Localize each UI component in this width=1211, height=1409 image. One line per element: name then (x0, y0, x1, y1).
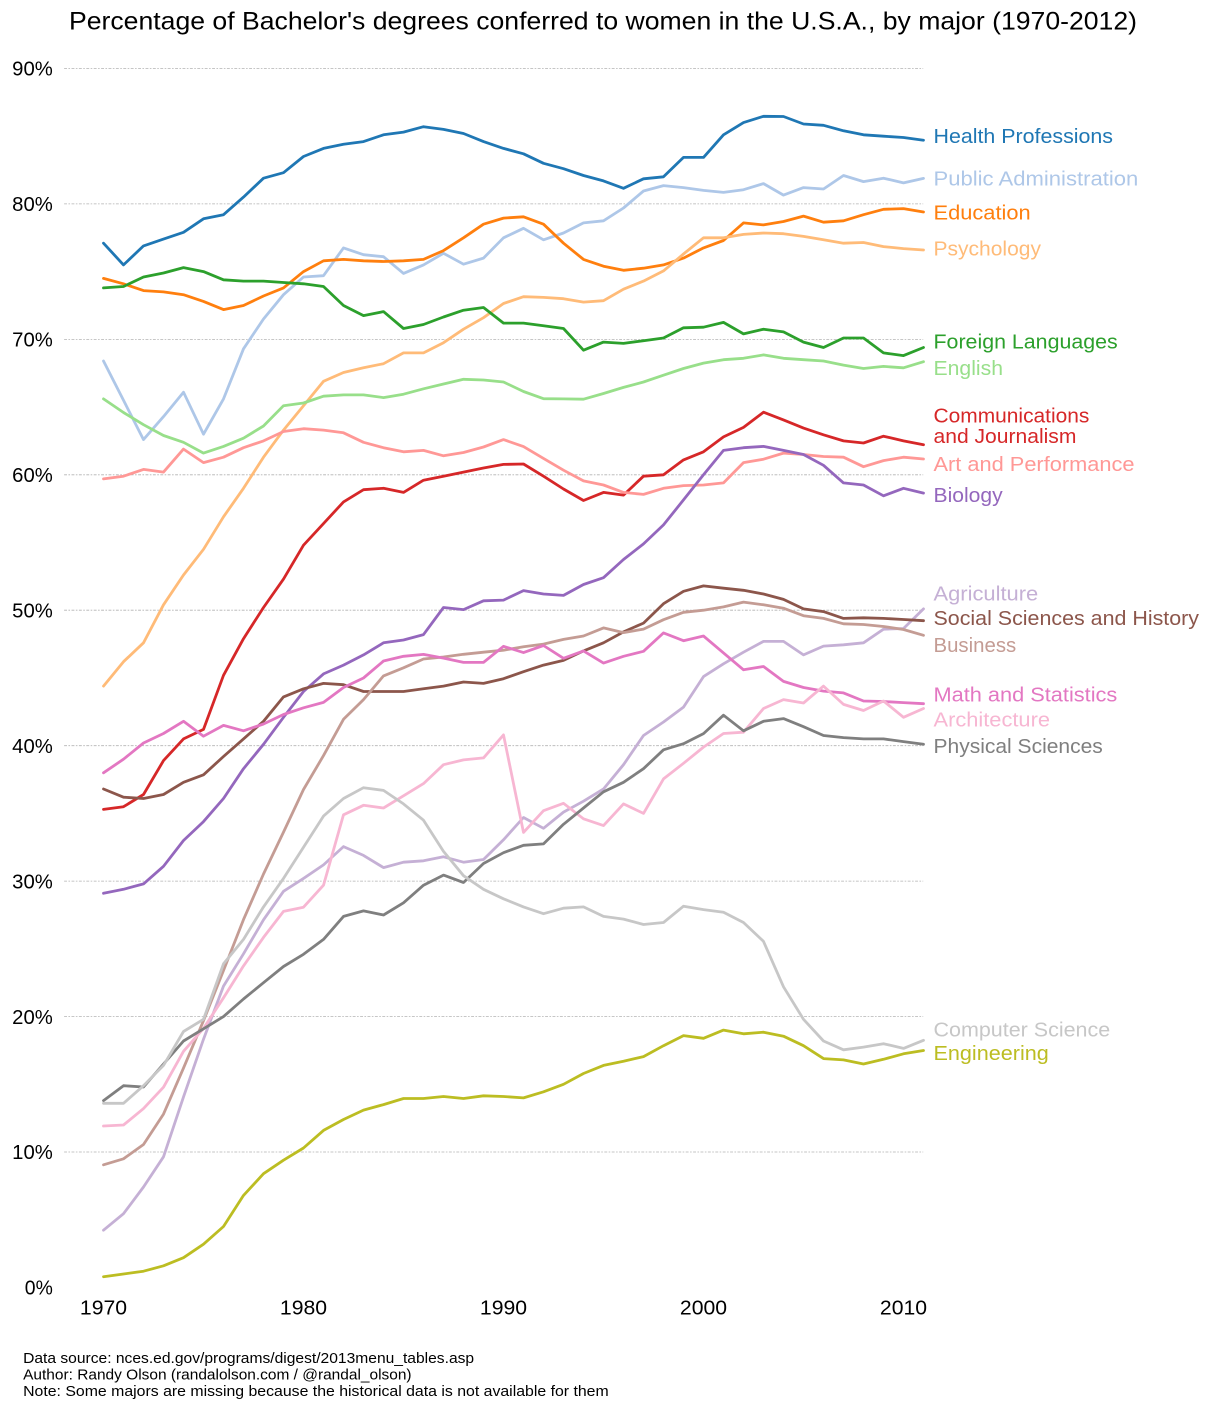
svg-text:Author: Randy Olson (randalols: Author: Randy Olson (randalolson.com / @… (23, 1368, 412, 1384)
svg-text:Biology: Biology (934, 485, 1003, 507)
svg-text:1970: 1970 (80, 1298, 127, 1320)
svg-text:Data source: nces.ed.gov/progr: Data source: nces.ed.gov/programs/digest… (23, 1351, 474, 1367)
svg-text:2010: 2010 (880, 1298, 927, 1320)
svg-text:90%: 90% (12, 59, 53, 81)
svg-text:30%: 30% (12, 871, 53, 893)
svg-text:1990: 1990 (480, 1298, 527, 1320)
svg-text:English: English (934, 358, 1004, 380)
svg-text:60%: 60% (12, 465, 53, 487)
svg-text:Note: Some majors are missing: Note: Some majors are missing because th… (23, 1384, 609, 1400)
svg-text:70%: 70% (12, 330, 53, 352)
svg-text:Communications: Communications (934, 406, 1090, 428)
svg-text:Social Sciences and History: Social Sciences and History (934, 608, 1200, 630)
svg-text:10%: 10% (12, 1142, 53, 1164)
svg-text:Computer Science: Computer Science (934, 1020, 1111, 1042)
svg-text:40%: 40% (12, 736, 53, 758)
svg-text:Art and Performance: Art and Performance (934, 454, 1135, 476)
svg-text:50%: 50% (12, 600, 53, 622)
svg-text:Business: Business (934, 635, 1017, 657)
svg-text:Foreign Languages: Foreign Languages (934, 331, 1118, 353)
svg-text:Math and Statistics: Math and Statistics (934, 684, 1118, 706)
svg-text:Percentage of Bachelor's degre: Percentage of Bachelor's degrees conferr… (69, 8, 1137, 35)
svg-text:20%: 20% (12, 1007, 53, 1029)
svg-text:Engineering: Engineering (934, 1043, 1049, 1065)
svg-text:2000: 2000 (680, 1298, 727, 1320)
svg-text:80%: 80% (12, 194, 53, 216)
svg-text:Psychology: Psychology (934, 239, 1042, 261)
svg-text:Agriculture: Agriculture (934, 584, 1039, 606)
svg-text:0%: 0% (25, 1278, 53, 1300)
svg-text:Physical Sciences: Physical Sciences (934, 736, 1103, 758)
svg-text:1980: 1980 (280, 1298, 327, 1320)
svg-text:Architecture: Architecture (934, 710, 1051, 732)
svg-text:Health Professions: Health Professions (934, 126, 1114, 148)
svg-text:Education: Education (934, 203, 1031, 225)
svg-text:Public Administration: Public Administration (934, 168, 1139, 190)
svg-text:and Journalism: and Journalism (934, 426, 1077, 448)
